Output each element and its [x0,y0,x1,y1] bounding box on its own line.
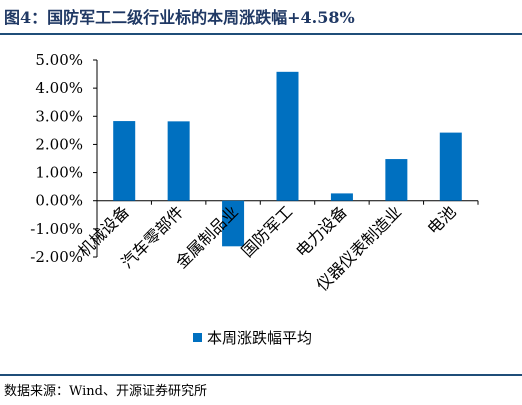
x-category-label: 国防军工 [238,202,297,261]
bar-电力设备 [330,193,353,201]
y-tick-label: 0.00% [35,192,83,210]
source-note: 数据来源：Wind、开源证券研究所 [4,384,207,399]
bar-金属制品业 [222,200,245,247]
y-tick-label: 4.00% [35,79,83,97]
bar-汽车零部件 [167,121,190,201]
source-divider [0,374,522,376]
bar-仪器仪表制造业 [385,159,408,201]
bar-机械设备 [113,121,136,201]
y-tick-label: 1.00% [35,164,83,182]
title-divider [0,33,522,35]
x-category-label: 电池 [424,202,460,238]
y-tick-label: -1.00% [30,220,83,238]
y-tick-label: 3.00% [35,107,83,125]
legend-label: 本周涨跌幅平均 [207,329,312,347]
y-tick-label: -2.00% [30,248,83,266]
y-tick-label: 2.00% [35,135,83,153]
y-tick-label: 5.00% [35,51,83,69]
bar-国防军工 [276,71,299,201]
bar-电池 [439,132,462,201]
figure-title: 图4：国防军工二级行业标的本周涨跌幅+4.58% [4,8,355,27]
legend-swatch [193,333,202,342]
